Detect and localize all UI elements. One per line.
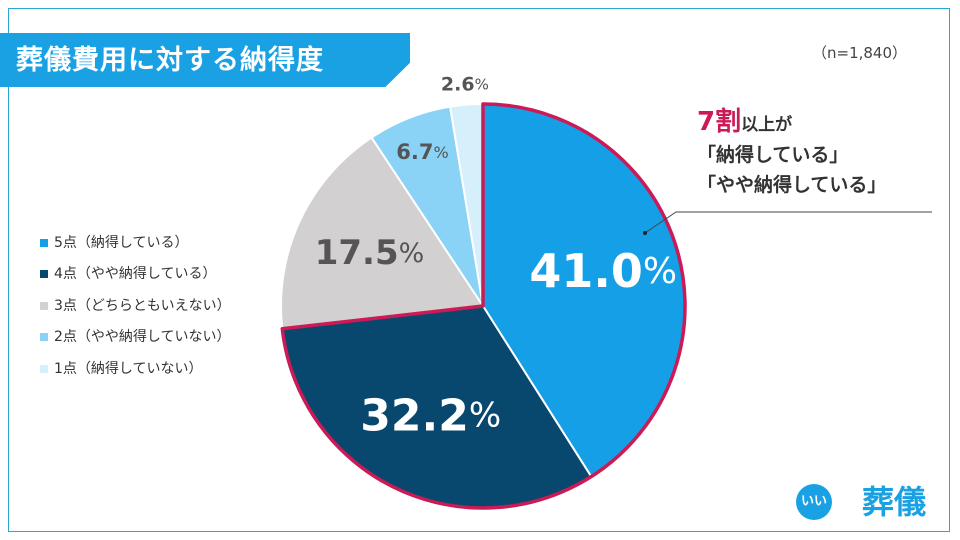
legend: 5点（納得している） 4点（やや納得している） 3点（どちらともいえない） 2点（やや… bbox=[40, 232, 231, 389]
legend-item-3: 3点（どちらともいえない） bbox=[40, 295, 231, 326]
callout-leader-line bbox=[644, 211, 932, 234]
legend-item-5: 1点（納得していない） bbox=[40, 358, 231, 389]
slice-label-2: 32.2% bbox=[360, 390, 501, 441]
legend-swatch bbox=[40, 270, 48, 279]
slice-label-4: 6.7% bbox=[396, 140, 448, 164]
slice-label-5: 2.6% bbox=[441, 74, 489, 96]
legend-item-2: 4点（やや納得している） bbox=[40, 263, 231, 294]
brand-badge: いい bbox=[796, 484, 832, 520]
pie-slice-3 bbox=[280, 136, 485, 330]
highlight-outline bbox=[280, 102, 687, 510]
legend-label: 5点（納得している） bbox=[54, 235, 189, 251]
callout-mid-text: 以上が bbox=[741, 115, 793, 135]
chart-frame bbox=[8, 8, 950, 532]
callout-leader-dot bbox=[643, 231, 647, 235]
legend-item-4: 2点（やや納得していない） bbox=[40, 326, 231, 357]
sample-size-note: （n=1,840） bbox=[812, 44, 908, 62]
legend-swatch bbox=[40, 239, 48, 247]
legend-item-1: 5点（納得している） bbox=[40, 232, 231, 263]
legend-label: 3点（どちらともいえない） bbox=[54, 297, 231, 314]
callout-big-text: 7割 bbox=[697, 107, 742, 137]
legend-swatch bbox=[40, 333, 48, 342]
callout-line-2: 「納得している」 bbox=[697, 144, 849, 166]
callout-line-3: 「やや納得している」 bbox=[697, 174, 887, 196]
slice-label-3: 17.5% bbox=[315, 233, 425, 273]
brand-logo: いい 葬儀 bbox=[796, 480, 946, 524]
chart-title: 葬儀費用に対する納得度 bbox=[16, 45, 324, 76]
legend-label: 2点（やや納得していない） bbox=[54, 329, 231, 346]
title-banner bbox=[0, 33, 410, 87]
legend-swatch bbox=[40, 301, 48, 310]
brand-wordmark: 葬儀 bbox=[862, 483, 927, 521]
slice-label-1: 41.0% bbox=[529, 244, 677, 298]
legend-label: 1点（納得していない） bbox=[54, 360, 203, 377]
callout: 7割以上が 「納得している」 「やや納得している」 bbox=[697, 104, 886, 200]
legend-label: 4点（やや納得している） bbox=[54, 266, 217, 283]
legend-swatch bbox=[40, 364, 48, 373]
